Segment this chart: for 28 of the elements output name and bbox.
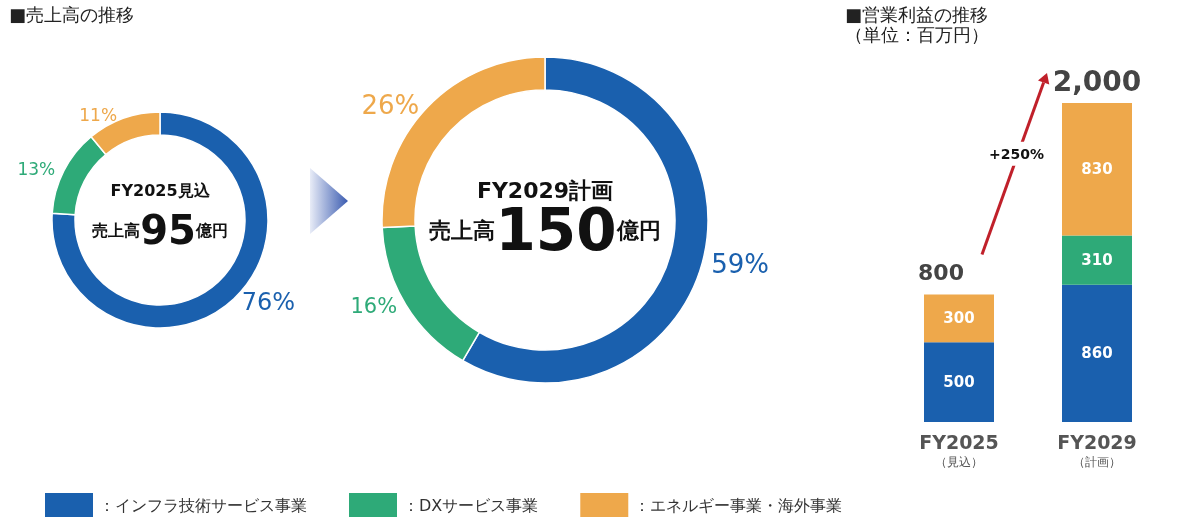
data-label: 830 [1081, 160, 1113, 179]
bar [924, 342, 994, 422]
total-label: 2,000 [1052, 64, 1142, 98]
data-label: 300 [943, 309, 975, 328]
data-label: 76% [241, 287, 296, 316]
data-label: 860 [1081, 344, 1113, 363]
bar [1062, 284, 1132, 422]
legend-label: ：エネルギー事業・海外事業 [634, 495, 843, 515]
data-label: 16% [350, 294, 398, 319]
legend-label: ：DXサービス事業 [403, 495, 539, 515]
chart-subtitle: （単位：百万円） [845, 23, 989, 45]
annotation: +250% [989, 145, 1044, 162]
data-label: 26% [361, 89, 420, 120]
bar [1062, 103, 1132, 236]
x-tick-label: FY2025 （見込） [919, 431, 999, 469]
bar [924, 294, 994, 343]
x-tick-label: FY2029 （計画） [1057, 431, 1137, 469]
bar [1062, 235, 1132, 285]
chart-title: ■営業利益の推移 [845, 3, 989, 25]
data-label: 13% [17, 159, 56, 180]
chart-title: ■売上高の推移 [9, 3, 135, 25]
total-label: 800 [918, 259, 964, 285]
data-label: 310 [1081, 251, 1113, 270]
text: FY2025見込 [110, 180, 211, 200]
data-label: 500 [943, 373, 975, 392]
data-label: 59% [711, 248, 769, 279]
data-label: 11% [79, 104, 118, 125]
legend-label: ：インフラ技術サービス事業 [99, 495, 307, 515]
